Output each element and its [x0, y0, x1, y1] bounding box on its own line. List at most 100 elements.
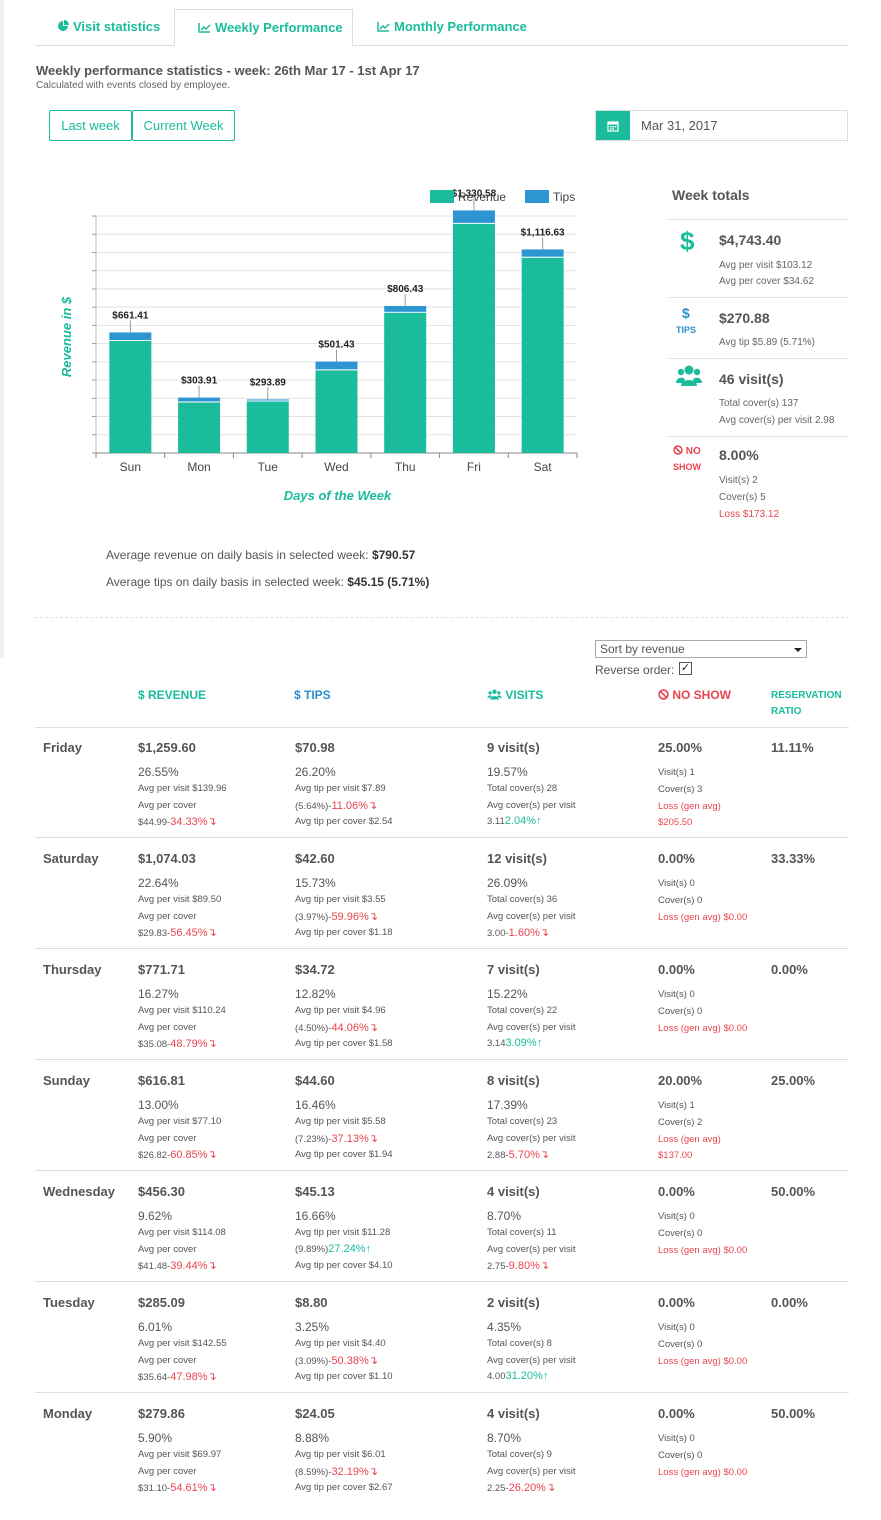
avg-covers: 4.0031.20%↑ — [487, 1370, 548, 1382]
x-tick-label: Wed — [324, 460, 348, 474]
tips-value: $8.80 — [295, 1295, 328, 1310]
avg-revenue-label: Average revenue on daily basis in select… — [106, 548, 369, 562]
header-reservation-line2: RATIO — [771, 706, 802, 717]
avg-per-visit: Avg per visit $89.50 — [138, 894, 222, 905]
avg-tip-per-cover: Avg tip per cover $1.58 — [295, 1038, 393, 1049]
avg-per-cover-delta: 54.61%↴ — [170, 1482, 217, 1494]
delta-value: 56.45% — [170, 927, 208, 939]
noshow-loss: Loss (gen avg) — [658, 1134, 721, 1145]
tip-delta: 27.24%↑ — [328, 1243, 371, 1255]
calendar-icon[interactable] — [596, 111, 630, 140]
visits-value: 12 visit(s) — [487, 851, 547, 866]
delta-value: 5.70% — [508, 1149, 540, 1161]
bar-total-label: $293.89 — [250, 377, 287, 388]
header-tips[interactable]: $ TIPS — [294, 688, 331, 702]
avg-per-cover-delta: 39.44%↴ — [170, 1260, 217, 1272]
week-total-covers: Total cover(s) 137 — [719, 398, 799, 409]
dollar-icon: $ — [682, 305, 690, 321]
row-divider — [35, 837, 849, 838]
day-name: Friday — [43, 740, 83, 755]
reverse-order-checkbox[interactable]: ✓ — [679, 662, 692, 675]
avg-covers: 3.112.04%↑ — [487, 815, 542, 827]
noshow-value: 0.00% — [658, 1184, 695, 1199]
sort-select[interactable]: Sort by revenue — [595, 640, 807, 658]
avg-covers-value: 3.00- — [487, 928, 509, 939]
tips-value: $34.72 — [295, 962, 335, 977]
avg-covers: 2.75-9.80%↴ — [487, 1259, 549, 1272]
avg-tip-per-visit: Avg tip per visit $5.58 — [295, 1116, 386, 1127]
tab-visit-statistics[interactable]: Visit statistics — [57, 9, 160, 46]
tip-ratio: (8.59%)-32.19%↴ — [295, 1465, 378, 1478]
delta-value: 34.33% — [170, 816, 208, 828]
avg-tip-per-cover: Avg tip per cover $1.10 — [295, 1371, 393, 1382]
tips-percent: 15.73% — [295, 876, 336, 890]
row-divider — [35, 1392, 849, 1393]
reservation-ratio: 50.00% — [771, 1184, 816, 1199]
header-revenue[interactable]: $ REVENUE — [138, 688, 207, 702]
noshow-loss-amount: $137.00 — [658, 1150, 693, 1161]
header-noshow[interactable]: NO SHOW — [658, 688, 731, 702]
noshow-visits: Visit(s) 0 — [658, 1322, 695, 1333]
avg-per-cover-label: Avg per cover — [138, 1133, 197, 1144]
visits-percent: 4.35% — [487, 1320, 522, 1334]
x-tick-label: Sat — [534, 460, 553, 474]
header-noshow-label: NO SHOW — [672, 688, 732, 702]
date-input[interactable] — [630, 111, 847, 140]
bar-tips — [178, 397, 221, 402]
delta-value: 48.79% — [170, 1038, 208, 1050]
noshow-value: 0.00% — [658, 1406, 695, 1421]
revenue-percent: 9.62% — [138, 1209, 173, 1223]
noshow-covers: Cover(s) 3 — [658, 784, 703, 795]
avg-per-cover-value: $29.83- — [138, 928, 171, 939]
avg-tips-value: $45.15 (5.71%) — [347, 575, 430, 589]
bar-revenue — [246, 401, 289, 453]
header-visits[interactable]: VISITS — [487, 688, 543, 702]
trend-up-icon: ↑ — [536, 815, 542, 827]
reservation-ratio: 11.11% — [771, 740, 814, 755]
day-name: Tuesday — [43, 1295, 95, 1310]
delta-value: 39.44% — [170, 1260, 208, 1272]
trend-down-icon: ↴ — [207, 816, 217, 828]
avg-tips-label: Average tips on daily basis in selected … — [106, 575, 344, 589]
avg-tip-per-cover: Avg tip per cover $1.94 — [295, 1149, 393, 1160]
avg-per-cover-label: Avg per cover — [138, 1355, 197, 1366]
bar-tips — [109, 332, 152, 341]
tab-weekly-performance[interactable]: Weekly Performance — [174, 9, 353, 46]
avg-per-cover-label: Avg per cover — [138, 1244, 197, 1255]
delta-value: 2.04% — [504, 815, 536, 827]
tab-label: Weekly Performance — [215, 20, 343, 35]
last-week-button[interactable]: Last week — [49, 110, 132, 141]
trend-down-icon: ↴ — [539, 1260, 550, 1272]
noshow-covers: Cover(s) 0 — [658, 1339, 703, 1350]
avg-tip-per-visit: Avg tip per visit $3.55 — [295, 894, 386, 905]
delta-value: 27.24% — [328, 1243, 366, 1255]
noshow-covers: Cover(s) 0 — [658, 1228, 703, 1239]
bar-revenue — [452, 223, 495, 453]
legend-swatch-tips — [525, 190, 549, 203]
week-avg-per-cover: Avg per cover $34.62 — [719, 276, 814, 287]
tip-ratio-value: (8.59%)- — [295, 1467, 332, 1478]
noshow-value: 0.00% — [658, 962, 695, 977]
avg-covers-label: Avg cover(s) per visit — [487, 911, 576, 922]
week-visits-value: 46 visit(s) — [719, 371, 784, 387]
avg-revenue-value: $790.57 — [371, 548, 416, 562]
avg-per-cover-value: $41.48- — [138, 1261, 171, 1272]
avg-per-cover-value: $44.99- — [138, 817, 171, 828]
divider — [668, 436, 848, 437]
noshow-icon-label: NO — [673, 445, 701, 457]
tab-monthly-performance[interactable]: Monthly Performance — [377, 9, 527, 46]
tips-percent: 3.25% — [295, 1320, 330, 1334]
avg-tip-per-visit: Avg tip per visit $4.40 — [295, 1338, 386, 1349]
avg-per-cover: $29.83-56.45%↴ — [138, 926, 217, 939]
tips-value: $44.60 — [295, 1073, 335, 1088]
divider — [668, 297, 848, 298]
avg-covers-delta: 9.80%↴ — [509, 1260, 549, 1272]
header-reservation-ratio[interactable]: RESERVATION RATIO — [771, 688, 842, 720]
trend-down-icon: ↴ — [368, 911, 378, 923]
x-tick-label: Mon — [187, 460, 210, 474]
bar-total-label: $1,330.58 — [452, 188, 497, 199]
avg-per-cover-value: $31.10- — [138, 1483, 171, 1494]
legend-swatch-revenue — [430, 190, 454, 203]
current-week-button[interactable]: Current Week — [132, 110, 235, 141]
avg-covers: 3.00-1.60%↴ — [487, 926, 549, 939]
